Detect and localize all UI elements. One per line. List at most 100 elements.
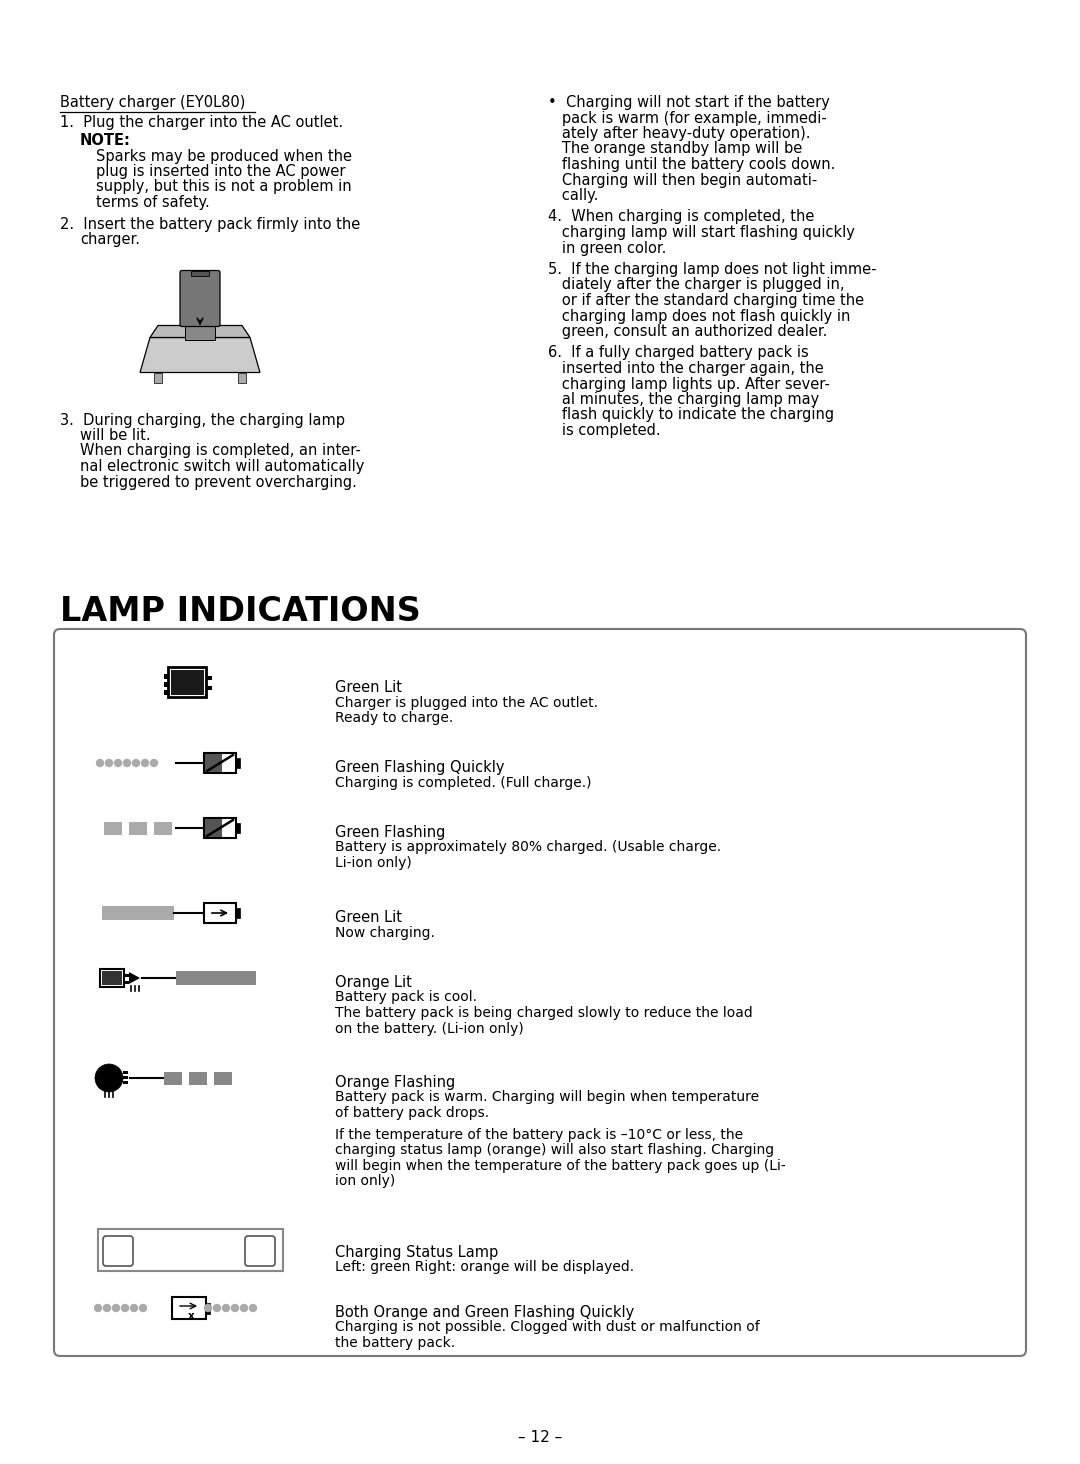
Text: will be lit.: will be lit. [80,427,150,444]
Bar [237,823,240,833]
Text: 5.  If the charging lamp does not light imme-: 5. If the charging lamp does not light i… [548,262,877,277]
Text: Sparks may be produced when the: Sparks may be produced when the [96,148,352,164]
Text: x: x [188,1310,194,1321]
Text: Battery pack is cool.: Battery pack is cool. [335,991,477,1004]
Bar [191,271,210,275]
Text: al minutes, the charging lamp may: al minutes, the charging lamp may [548,392,820,407]
Text: or if after the standard charging time the: or if after the standard charging time t… [548,293,864,307]
Bar [104,821,122,834]
Text: NOTE:: NOTE: [80,133,131,148]
Text: Orange Lit: Orange Lit [335,975,411,990]
Text: 1.  Plug the charger into the AC outlet.: 1. Plug the charger into the AC outlet. [60,116,343,130]
Text: terms of safety.: terms of safety. [96,195,210,209]
Text: If the temperature of the battery pack is –10°C or less, the: If the temperature of the battery pack i… [335,1127,743,1142]
Text: Green Lit: Green Lit [335,679,402,695]
Text: green, consult an authorized dealer.: green, consult an authorized dealer. [548,324,827,340]
Polygon shape [205,754,221,772]
Text: charging lamp lights up. After sever-: charging lamp lights up. After sever- [548,376,829,391]
Bar [154,821,172,834]
Circle shape [231,1304,239,1312]
Text: Green Lit: Green Lit [335,911,402,925]
Text: nal electronic switch will automatically: nal electronic switch will automatically [80,460,364,474]
Text: charging status lamp (orange) will also start flashing. Charging: charging status lamp (orange) will also … [335,1143,774,1157]
Bar [204,903,237,922]
Text: Charging Status Lamp: Charging Status Lamp [335,1244,498,1261]
Text: charging lamp will start flashing quickly: charging lamp will start flashing quickl… [548,225,855,240]
Text: Battery pack is warm. Charging will begin when temperature: Battery pack is warm. Charging will begi… [335,1091,759,1104]
Circle shape [112,1304,120,1312]
Text: pack is warm (for example, immedi-: pack is warm (for example, immedi- [548,110,827,126]
Text: be triggered to prevent overcharging.: be triggered to prevent overcharging. [80,474,356,489]
Polygon shape [129,972,140,984]
Bar [206,1303,210,1313]
Bar [238,372,246,382]
Circle shape [106,760,112,767]
Text: •  Charging will not start if the battery: • Charging will not start if the battery [548,95,829,110]
Bar [124,981,129,984]
Text: will begin when the temperature of the battery pack goes up (Li-: will begin when the temperature of the b… [335,1158,786,1173]
Text: Now charging.: Now charging. [335,925,435,940]
Text: on the battery. (Li-ion only): on the battery. (Li-ion only) [335,1022,524,1035]
Bar [164,690,168,695]
Text: Li-ion only): Li-ion only) [335,856,411,870]
Text: 6.  If a fully charged battery pack is: 6. If a fully charged battery pack is [548,346,809,360]
Text: is completed.: is completed. [548,423,661,438]
Text: Charger is plugged into the AC outlet.: Charger is plugged into the AC outlet. [335,695,598,710]
Circle shape [96,760,104,767]
Text: ately after heavy-duty operation).: ately after heavy-duty operation). [548,126,810,141]
Text: of battery pack drops.: of battery pack drops. [335,1105,489,1120]
Text: the battery pack.: the battery pack. [335,1337,455,1350]
Bar [164,682,168,687]
Bar [206,676,212,679]
Text: flash quickly to indicate the charging: flash quickly to indicate the charging [548,407,834,423]
Bar [123,1072,129,1075]
Text: cally.: cally. [548,187,598,203]
Bar [129,821,147,834]
Circle shape [222,1304,229,1312]
Bar [123,1080,129,1083]
Bar [214,1072,232,1085]
Text: Left: green Right: orange will be displayed.: Left: green Right: orange will be displa… [335,1261,634,1275]
Text: diately after the charger is plugged in,: diately after the charger is plugged in, [548,278,845,293]
Bar [102,906,174,919]
Text: When charging is completed, an inter-: When charging is completed, an inter- [80,444,361,458]
Bar [98,1228,283,1271]
Bar [176,971,256,985]
Text: Charging is not possible. Clogged with dust or malfunction of: Charging is not possible. Clogged with d… [335,1321,759,1335]
Bar [168,668,206,697]
Text: – 12 –: – 12 – [518,1430,562,1445]
Circle shape [141,760,149,767]
Bar [124,974,129,976]
Text: Green Flashing: Green Flashing [335,826,445,840]
Text: plug is inserted into the AC power: plug is inserted into the AC power [96,164,346,179]
Text: The orange standby lamp will be: The orange standby lamp will be [548,142,802,157]
Text: 2.  Insert the battery pack firmly into the: 2. Insert the battery pack firmly into t… [60,217,361,231]
Circle shape [131,1304,137,1312]
Text: Orange Flashing: Orange Flashing [335,1075,456,1091]
Text: ion only): ion only) [335,1174,395,1189]
Text: Charging will then begin automati-: Charging will then begin automati- [548,173,818,187]
Circle shape [241,1304,247,1312]
Text: charging lamp does not flash quickly in: charging lamp does not flash quickly in [548,309,850,324]
Bar [123,1076,129,1079]
Text: charger.: charger. [80,231,140,247]
Text: LAMP INDICATIONS: LAMP INDICATIONS [60,594,421,628]
Bar [100,969,124,987]
Polygon shape [205,818,221,837]
Bar [204,752,237,773]
Circle shape [95,1064,123,1092]
Text: in green color.: in green color. [548,240,666,256]
FancyBboxPatch shape [54,630,1026,1356]
Circle shape [139,1304,147,1312]
Circle shape [150,760,158,767]
Circle shape [249,1304,257,1312]
Bar [237,908,240,918]
Bar [204,818,237,837]
Circle shape [95,1304,102,1312]
Text: Green Flashing Quickly: Green Flashing Quickly [335,760,504,774]
Text: supply, but this is not a problem in: supply, but this is not a problem in [96,180,352,195]
Polygon shape [150,325,249,338]
Circle shape [214,1304,220,1312]
FancyBboxPatch shape [180,271,220,326]
Text: inserted into the charger again, the: inserted into the charger again, the [548,362,824,376]
